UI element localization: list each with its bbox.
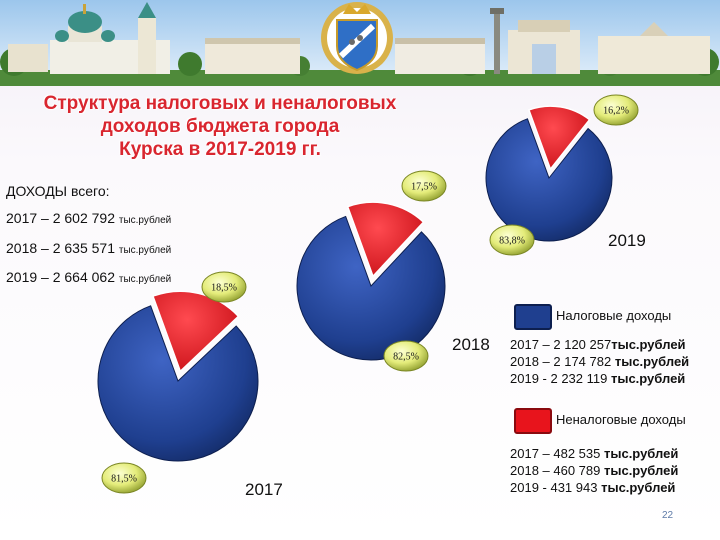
value-bubble	[489, 224, 535, 256]
amount-unit: тыс.рублей	[604, 463, 679, 478]
amount-year: 2018 – 460 789	[510, 463, 601, 478]
value-bubble	[401, 170, 447, 202]
value-bubble	[201, 271, 247, 303]
total-unit: тыс.рублей	[118, 215, 172, 226]
pie-slice-tax	[296, 215, 446, 361]
total-value: 2018 – 2 635 571	[6, 240, 115, 256]
amount-year: 2019 - 2 232 119	[510, 371, 608, 386]
title-line-1: Структура налоговых и неналоговых	[43, 93, 397, 114]
legend-swatch-nontax	[514, 408, 552, 434]
amount-year: 2017 – 2 120 257	[510, 337, 612, 352]
total-unit: тыс.рублей	[118, 274, 172, 285]
legend-swatch-tax	[514, 304, 552, 330]
pie-data-label: 82,5%	[393, 352, 419, 363]
nontax-amount-2018: 2018 – 460 789 тыс.рублей	[510, 463, 678, 478]
pie-year-label: 2019	[608, 231, 646, 250]
pie-year-label: 2017	[245, 480, 283, 499]
pie-chart-2017: 2017 81,5% 18,5%	[97, 271, 283, 499]
pie-data-label: 16,2%	[603, 106, 629, 117]
nontax-amount-2017: 2017 – 482 535 тыс.рублей	[510, 446, 678, 461]
tax-amount-2017: 2017 – 2 120 257тыс.рублей	[510, 337, 686, 352]
totals-heading-suffix: всего:	[70, 183, 110, 199]
legend-label-tax: Налоговые доходы	[556, 308, 672, 323]
value-bubble	[101, 462, 147, 494]
pie-slice-tax	[485, 118, 613, 242]
amount-unit: тыс.рублей	[601, 480, 676, 495]
pie-data-label: 83,8%	[499, 236, 525, 247]
pie-data-label: 81,5%	[111, 474, 137, 485]
slide-title: Структура налоговых и неналоговых доходо…	[20, 92, 420, 161]
amount-unit: тыс.рублей	[610, 371, 686, 386]
coat-of-arms-icon	[321, 2, 393, 74]
pie-chart-2018: 2018 82,5% 17,5%	[296, 170, 490, 372]
pie-slice-nontax	[346, 201, 425, 278]
amount-unit: тыс.рублей	[611, 337, 686, 352]
pie-slice-nontax	[527, 105, 591, 171]
total-value: 2019 – 2 664 062	[6, 269, 115, 285]
total-row-2019: 2019 – 2 664 062 тыс.рублей	[6, 269, 171, 285]
amount-year: 2019 - 431 943	[510, 480, 598, 495]
value-bubble	[593, 94, 639, 126]
tax-amount-2019: 2019 - 2 232 119 тыс.рублей	[510, 371, 685, 386]
value-bubble	[383, 340, 429, 372]
totals-heading-prefix: ДОХОДЫ	[6, 183, 68, 199]
pie-data-label: 18,5%	[211, 283, 237, 294]
pie-slice-nontax	[151, 290, 240, 373]
pie-chart-2019: 2019 83,8% 16,2%	[485, 94, 646, 256]
title-line-3: Курска в 2017-2019 гг.	[119, 139, 321, 160]
amount-year: 2018 – 2 174 782	[510, 354, 612, 369]
title-line-2: доходов бюджета города	[100, 116, 340, 137]
pie-year-label: 2018	[452, 335, 490, 354]
nontax-amount-2019: 2019 - 431 943 тыс.рублей	[510, 480, 675, 495]
page-number: 22	[662, 510, 674, 521]
amount-unit: тыс.рублей	[604, 446, 679, 461]
legend-label-nontax: Неналоговые доходы	[556, 412, 686, 427]
amount-unit: тыс.рублей	[614, 354, 690, 369]
total-row-2017: 2017 – 2 602 792 тыс.рублей	[6, 210, 171, 226]
total-value: 2017 – 2 602 792	[6, 210, 115, 226]
totals-heading: ДОХОДЫ всего:	[6, 183, 110, 199]
total-row-2018: 2018 – 2 635 571 тыс.рублей	[6, 240, 171, 256]
pie-data-label: 17,5%	[411, 182, 437, 193]
tax-amount-2018: 2018 – 2 174 782 тыс.рублей	[510, 354, 689, 369]
city-skyline-banner	[0, 0, 720, 86]
pie-slice-tax	[97, 305, 259, 462]
amount-year: 2017 – 482 535	[510, 446, 601, 461]
total-unit: тыс.рублей	[118, 245, 172, 256]
